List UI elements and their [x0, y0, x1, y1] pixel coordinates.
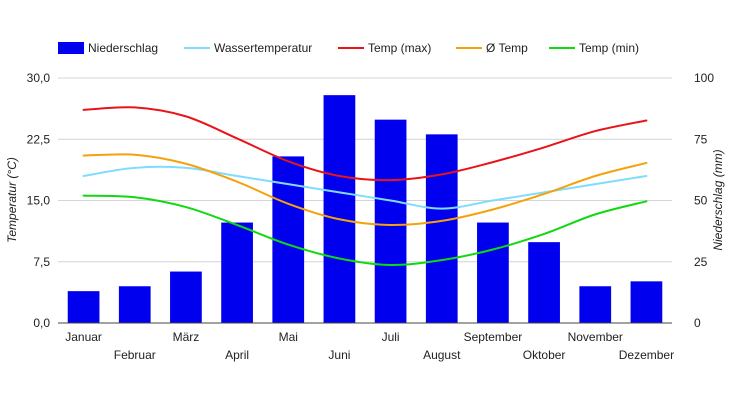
- precipitation-bar: [528, 242, 560, 323]
- x-tick-label: Juli: [382, 330, 400, 344]
- x-tick-label: Februar: [114, 348, 156, 362]
- precipitation-bar: [374, 119, 407, 324]
- grid: [58, 77, 672, 263]
- left-tick-label: 30,0: [27, 71, 51, 85]
- x-tick-label: Januar: [65, 330, 102, 344]
- legend-item: Temp (min): [549, 41, 639, 55]
- left-tick-label: 15,0: [27, 194, 51, 208]
- legend-item: Wassertemperatur: [184, 41, 312, 55]
- x-tick-label: November: [568, 330, 623, 344]
- right-axis-title: Niederschlag (mm): [711, 149, 725, 250]
- right-tick-label: 75: [694, 132, 708, 146]
- right-tick-label: 100: [694, 71, 714, 85]
- bar-series: [67, 95, 663, 324]
- x-tick-label: Juni: [328, 348, 350, 362]
- x-axis-ticks: Januar Februar März April Mai Juni Juli AugustS…: [65, 330, 674, 362]
- line-temp-max: [82, 106, 648, 182]
- x-tick-label: September: [464, 330, 523, 344]
- legend: Niederschlag Wassertemperatur Temp (max) Ø …: [58, 41, 639, 55]
- precipitation-bar: [67, 291, 100, 323]
- x-tick-label: Dezember: [619, 348, 674, 362]
- precipitation-bar: [170, 271, 202, 323]
- left-tick-label: 7,5: [33, 255, 50, 269]
- left-tick-label: 0,0: [33, 316, 50, 330]
- right-axis-ticks: 0 25 50 75 100: [694, 71, 714, 330]
- left-tick-label: 22,5: [27, 132, 51, 146]
- precipitation-bar: [118, 286, 151, 323]
- x-tick-label: Mai: [279, 330, 298, 344]
- precipitation-bar: [579, 286, 612, 323]
- x-tick-label: April: [225, 348, 249, 362]
- right-tick-label: 25: [694, 255, 708, 269]
- precipitation-bar: [477, 222, 509, 323]
- right-tick-label: 0: [694, 316, 701, 330]
- right-tick-label: 50: [694, 194, 708, 208]
- legend-label: Temp (max): [368, 41, 431, 55]
- legend-item: Ø Temp: [456, 41, 528, 55]
- line-temp-min: [82, 194, 648, 267]
- line-temp: [82, 153, 648, 227]
- legend-label: Wassertemperatur: [214, 41, 312, 55]
- legend-label: Temp (min): [579, 41, 639, 55]
- legend-label: Ø Temp: [486, 41, 528, 55]
- legend-label: Niederschlag: [88, 41, 158, 55]
- precipitation-bar: [323, 95, 356, 324]
- legend-item: Niederschlag: [58, 41, 158, 55]
- left-axis-title: Temperatur (°C): [5, 157, 19, 243]
- precipitation-bar: [630, 281, 663, 323]
- precipitation-bar: [221, 222, 253, 323]
- line-series: [82, 106, 648, 267]
- x-tick-label: August: [423, 348, 461, 362]
- legend-item: Temp (max): [338, 41, 431, 55]
- x-tick-label: Oktober: [523, 348, 566, 362]
- precipitation-bar: [425, 134, 458, 323]
- legend-swatch: [58, 42, 84, 54]
- left-axis-ticks: 0,0 7,5 15,0 22,5 30,0: [27, 71, 51, 330]
- x-tick-label: März: [173, 330, 200, 344]
